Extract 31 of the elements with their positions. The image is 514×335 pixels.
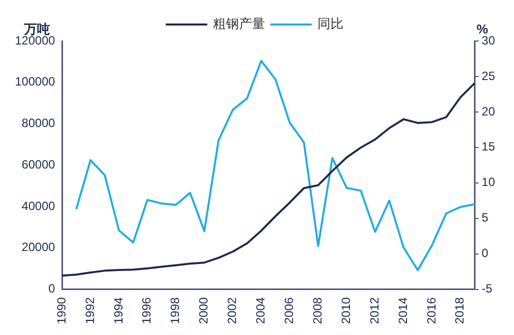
y2-tick-label: -5 xyxy=(482,282,493,296)
y-tick-label: 20000 xyxy=(22,240,56,254)
x-tick-label: 1996 xyxy=(140,296,154,324)
y2-tick-label: 20 xyxy=(482,104,496,118)
x-tick-label: 2008 xyxy=(310,296,324,324)
x-tick-label: 2012 xyxy=(367,296,382,324)
y2-tick-label: 25 xyxy=(482,68,496,83)
y-tick-label: 40000 xyxy=(22,198,56,213)
y-tick-label: 80000 xyxy=(22,116,56,130)
x-tick-label: 2016 xyxy=(424,296,438,324)
x-tick-label: 1998 xyxy=(168,296,182,324)
y2-tick-label: 15 xyxy=(482,140,496,154)
x-tick-label: 2018 xyxy=(452,296,467,324)
legend-label: 粗钢产量 xyxy=(213,16,265,32)
legend-label: 同比 xyxy=(318,16,344,32)
x-tick-label: 2004 xyxy=(254,296,268,324)
y2-tick-label: 10 xyxy=(482,175,496,190)
x-tick-label: 1990 xyxy=(54,296,68,324)
y2-tick-label: 0 xyxy=(482,246,489,260)
y2-tick-label: 5 xyxy=(482,210,489,225)
x-tick-label: 2002 xyxy=(225,296,240,324)
x-tick-label: 2006 xyxy=(282,296,296,324)
y-axis-title: 万吨 xyxy=(23,22,50,37)
y-tick-label: 100000 xyxy=(14,74,56,89)
x-tick-label: 2014 xyxy=(396,296,410,324)
x-tick-label: 2010 xyxy=(338,296,353,324)
x-tick-label: 1994 xyxy=(111,296,126,324)
y-tick-label: 60000 xyxy=(22,157,56,172)
y-tick-label: 0 xyxy=(48,282,56,296)
x-tick-label: 1992 xyxy=(82,296,97,324)
x-tick-label: 2000 xyxy=(196,296,211,324)
